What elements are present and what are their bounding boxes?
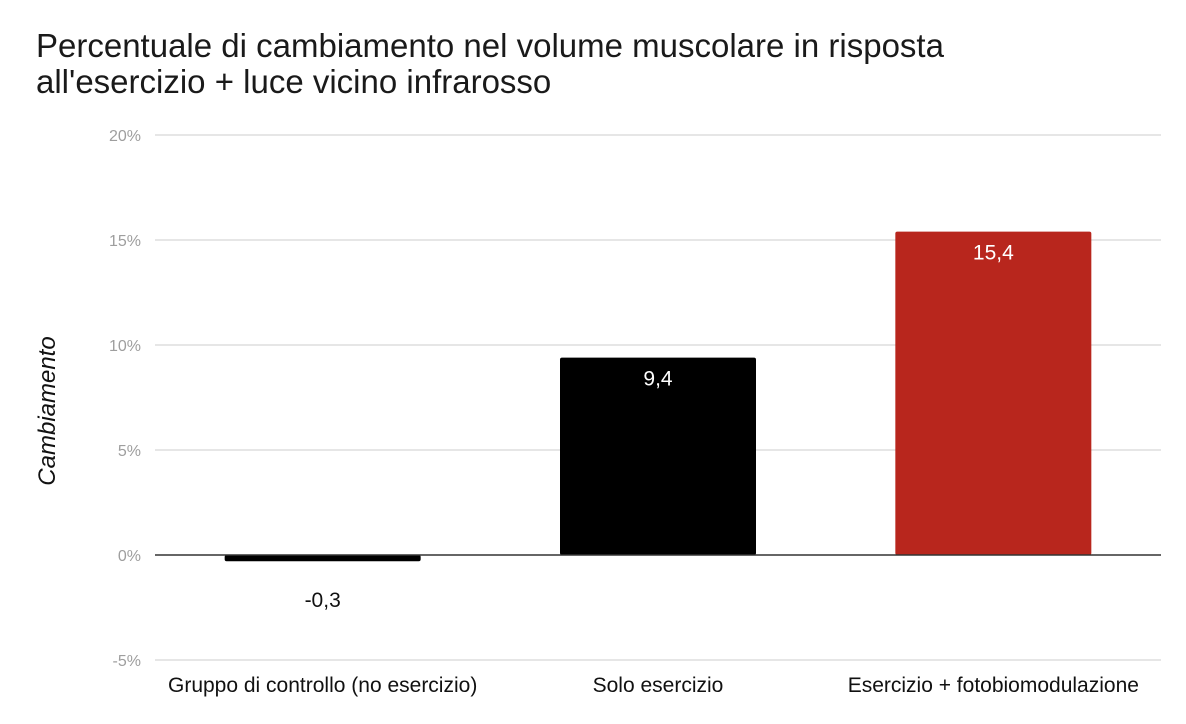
y-tick-labels: -5% 0% 5% 10% 15% 20%	[109, 128, 141, 670]
bar	[224, 555, 421, 562]
y-tick-label: 10%	[109, 338, 141, 355]
bar	[560, 357, 756, 555]
category-label: Solo esercizio	[593, 674, 724, 697]
data-label: 15,4	[973, 242, 1014, 265]
y-tick-label: 0%	[118, 548, 141, 565]
bar	[895, 231, 1092, 555]
y-tick-label: 15%	[109, 233, 141, 250]
y-tick-label: -5%	[113, 653, 141, 670]
y-tick-label: 20%	[109, 128, 141, 145]
data-label: 9,4	[643, 368, 673, 391]
data-label: -0,3	[305, 589, 341, 612]
category-labels: Gruppo di controllo (no esercizio) Solo e…	[168, 674, 1139, 697]
bars	[224, 231, 1092, 562]
category-label: Gruppo di controllo (no esercizio)	[168, 674, 477, 697]
chart-title: Percentuale di cambiamento nel volume mu…	[36, 27, 944, 100]
y-tick-label: 5%	[118, 443, 141, 460]
data-labels: -0,3 9,4 15,4	[305, 242, 1015, 612]
category-label: Esercizio + fotobiomodulazione	[848, 674, 1139, 697]
